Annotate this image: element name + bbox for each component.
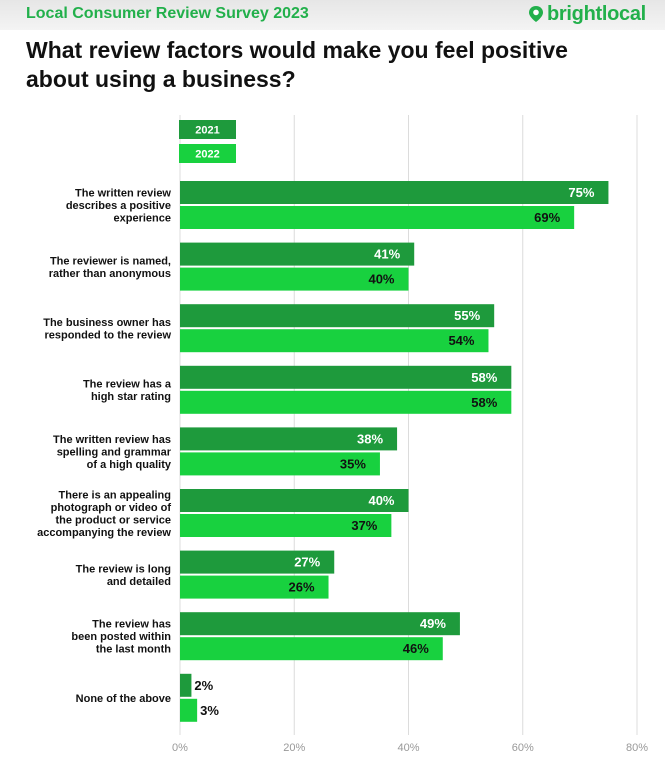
value-label-2021: 49%: [420, 616, 446, 631]
value-label-2021: 55%: [454, 308, 480, 323]
legend-swatch-2022: [179, 144, 236, 163]
bar-2022: [180, 452, 380, 476]
category-label: The review has been posted within the last…: [71, 619, 171, 656]
value-label-2021: 27%: [294, 555, 320, 570]
category-label: The reviewer is named, rather than anonym…: [49, 255, 171, 280]
category-label: The business owner has responded to the r…: [43, 317, 171, 342]
bar-2021: [180, 242, 415, 266]
bar-2021: [180, 304, 495, 328]
value-label-2022: 26%: [288, 580, 314, 595]
bar-2021: [180, 427, 398, 451]
value-label-2022: 69%: [534, 210, 560, 225]
bar-2022: [180, 390, 512, 414]
value-label-2021: 75%: [568, 185, 594, 200]
value-label-2021: 41%: [374, 247, 400, 262]
x-tick-label: 40%: [397, 742, 419, 754]
legend-label-2022: 2022: [195, 149, 219, 161]
category-label: The review has a high star rating: [83, 379, 172, 404]
bar-2021: [180, 550, 335, 574]
category-label: None of the above: [76, 693, 171, 705]
x-tick-label: 20%: [283, 742, 305, 754]
category-label: The written review describes a positive ex…: [66, 188, 172, 225]
value-label-2022: 40%: [368, 272, 394, 287]
value-label-2021: 2%: [194, 678, 213, 693]
value-label-2021: 58%: [471, 370, 497, 385]
location-pin-icon: [529, 6, 543, 22]
x-tick-label: 80%: [626, 742, 648, 754]
bar-2021: [180, 612, 460, 636]
category-label: There is an appealing photograph or video…: [37, 489, 171, 539]
bar-2021: [180, 365, 512, 389]
top-banner: [0, 0, 665, 30]
bar-2022: [180, 329, 489, 353]
value-label-2022: 58%: [471, 395, 497, 410]
value-label-2022: 54%: [448, 333, 474, 348]
bar-2022: [180, 206, 575, 229]
bar-2021: [180, 489, 409, 512]
bar-2022: [180, 637, 443, 661]
category-label: The review is long and detailed: [76, 563, 171, 588]
value-label-2022: 3%: [200, 703, 219, 718]
x-tick-label: 60%: [512, 742, 534, 754]
value-label-2021: 40%: [368, 493, 394, 508]
brand-logo: brightlocal: [528, 1, 646, 27]
bar-2022: [180, 514, 392, 537]
x-tick-label: 0%: [172, 742, 188, 754]
bar-2021: [180, 673, 192, 697]
bar-2022: [180, 575, 329, 599]
bar-2021: [180, 181, 609, 204]
value-label-2022: 35%: [340, 456, 366, 471]
legend-swatch-2021: [179, 120, 236, 139]
chart-title: What review factors would make you feel …: [26, 37, 568, 92]
value-label-2021: 38%: [357, 431, 383, 446]
value-label-2022: 46%: [403, 641, 429, 656]
brand-name: brightlocal: [547, 2, 646, 25]
bar-2022: [180, 698, 198, 722]
value-label-2022: 37%: [351, 518, 377, 533]
survey-title: Local Consumer Review Survey 2023: [26, 5, 309, 22]
category-label: The written review has spelling and gramm…: [53, 434, 172, 471]
bar-2022: [180, 267, 409, 291]
legend-label-2021: 2021: [195, 125, 219, 137]
